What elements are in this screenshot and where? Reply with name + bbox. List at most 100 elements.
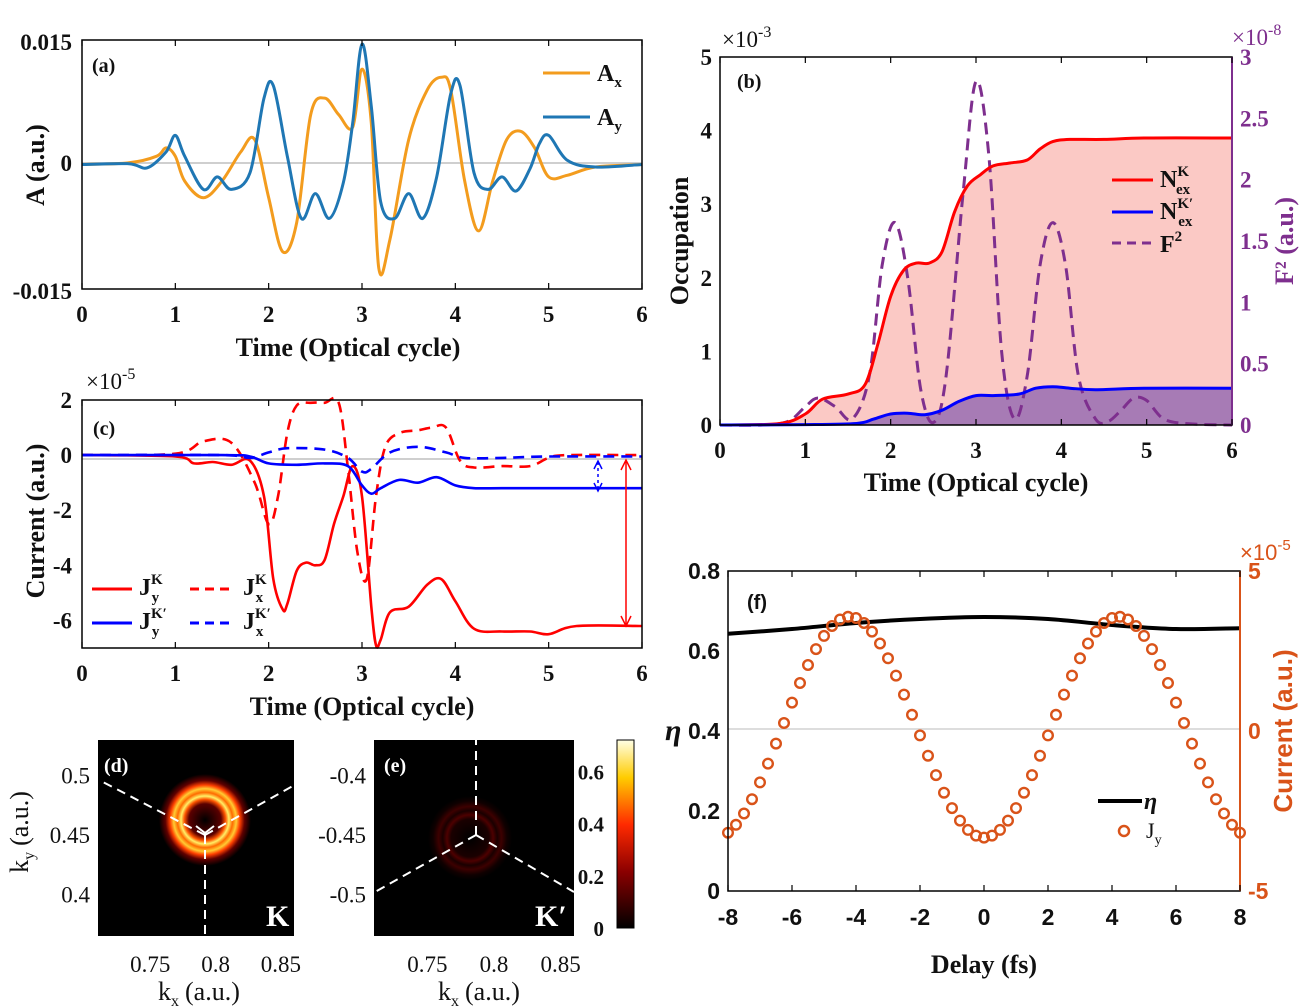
jy-point <box>738 807 751 820</box>
x-tick-label: 8 <box>1234 904 1247 930</box>
y-tick-label: 0.2 <box>688 798 720 824</box>
x-tick-labels: 0.75 0.8 0.85 <box>130 952 301 977</box>
jy-point <box>922 749 935 762</box>
jy-point <box>730 818 743 831</box>
jy-point <box>1185 737 1198 750</box>
jy-point <box>1193 757 1206 770</box>
legend-label-jxk: JK x <box>243 572 267 606</box>
x-tick-label: 2 <box>1042 904 1055 930</box>
y-tick-label: 0.5 <box>61 764 90 789</box>
x-tick-label: 5 <box>543 302 555 327</box>
jy-point <box>954 814 967 827</box>
y-tick-label: 0.45 <box>50 823 90 848</box>
x-tick-label: 0 <box>76 302 88 327</box>
x-tick-labels: 0 1 2 3 4 5 6 <box>76 400 648 686</box>
valley-label: K′ <box>535 900 567 933</box>
legend: NK ex NK′ ex F2 <box>1112 164 1193 258</box>
x-tick-label: 0 <box>76 661 88 686</box>
x-tick-label: -8 <box>718 904 739 930</box>
legend-label-jykp: JK′ y <box>139 606 167 640</box>
y-tick-label: 4 <box>701 119 713 144</box>
panel-label: (e) <box>384 755 406 777</box>
panel-label: (b) <box>737 71 761 93</box>
jy-point <box>1065 669 1078 682</box>
legend-label-jyk: JK y <box>139 572 163 606</box>
x-tick-label: 0.75 <box>407 952 447 977</box>
x-tick-label: 0.8 <box>480 952 509 977</box>
jy-point <box>930 769 943 782</box>
x-tick-label: 4 <box>1106 904 1119 930</box>
x-tick-labels: 0 1 2 3 4 5 6 <box>76 40 648 327</box>
jy-point <box>1129 620 1142 633</box>
y-tick-label: 0.4 <box>688 718 720 744</box>
series-line-jxkp <box>81 445 643 474</box>
legend-label-jy: Jy <box>1146 818 1162 848</box>
x-tick-label: 3 <box>356 661 368 686</box>
legend-label-jxkp: JK′ x <box>243 606 271 640</box>
y-axis-label: A (a.u.) <box>21 124 50 206</box>
jy-point <box>826 620 839 633</box>
jy-point <box>946 802 959 815</box>
y-tick-label: 0 <box>1248 718 1261 744</box>
x-tick-labels: 0 1 2 3 4 5 6 <box>714 57 1238 463</box>
area-nk <box>720 137 1232 425</box>
y-tick-label: -5 <box>1248 878 1269 904</box>
jy-point <box>786 696 799 709</box>
y-tick-label: 2.5 <box>1240 106 1269 131</box>
jy-point <box>818 629 831 642</box>
panel-f: (f) ×10-5 -8 -6 -4 -2 0 2 4 6 8 0 0.2 0.4 0.6 0.8 5 0… <box>665 537 1298 979</box>
jy-point <box>1018 786 1031 799</box>
y-tick-label: 3 <box>1240 45 1252 70</box>
jy-point <box>746 793 759 806</box>
y-right-axis-label: Current (a.u.) <box>1268 649 1298 812</box>
jy-point <box>938 786 951 799</box>
x-tick-label: 4 <box>450 661 462 686</box>
legend-marker-jy <box>1117 824 1131 838</box>
jy-point <box>1057 688 1070 701</box>
series-line-jykp <box>81 453 642 496</box>
x-tick-label: 3 <box>970 438 982 463</box>
x-tick-label: 6 <box>1226 438 1238 463</box>
jy-point <box>898 688 911 701</box>
valley-label: K <box>266 900 290 933</box>
y-tick-label: 0 <box>61 443 73 468</box>
x-axis-label: Time (Optical cycle) <box>236 333 461 362</box>
legend-label-f2: F2 <box>1160 229 1182 258</box>
x-tick-label: 0.8 <box>201 952 230 977</box>
y-tick-label: -0.4 <box>330 764 367 789</box>
series-line-nk <box>719 136 1233 427</box>
jy-point <box>1201 776 1214 789</box>
x-tick-label: 4 <box>450 302 462 327</box>
series-areas-and-lines <box>719 79 1233 427</box>
y-tick-label: 0.5 <box>1240 352 1269 377</box>
jy-point <box>1209 793 1222 806</box>
x-tick-label: -2 <box>910 904 930 930</box>
legend: JK y JK x JK′ y JK′ x <box>92 572 271 640</box>
jy-point <box>1002 814 1015 827</box>
series-line-eta <box>727 614 1241 636</box>
x-axis-label: Time (Optical cycle) <box>864 468 1089 497</box>
x-tick-label: 6 <box>636 302 648 327</box>
panel-a: (a) Ax Ay 0 1 2 3 4 5 6 0.015 0 -0.015 Time (O… <box>13 30 648 362</box>
y-tick-label: -4 <box>53 553 73 578</box>
y-axis-label: η <box>665 714 681 747</box>
jy-point <box>1025 769 1038 782</box>
panel-label: (a) <box>92 55 115 77</box>
arrow-red-head-top <box>620 458 632 471</box>
y-tick-label: 1 <box>701 339 713 364</box>
panel-label: (f) <box>747 592 767 614</box>
x-tick-label: 5 <box>1141 438 1153 463</box>
x-tick-label: -6 <box>782 904 802 930</box>
x-tick-label: 2 <box>263 661 275 686</box>
jy-point <box>842 610 855 623</box>
x-tick-label: 4 <box>1056 438 1068 463</box>
distribution-rings <box>159 774 251 866</box>
jy-point <box>994 823 1007 836</box>
y-tick-label: 0 <box>61 151 73 176</box>
x-axis-label: Time (Optical cycle) <box>250 692 475 721</box>
jy-point <box>1217 807 1230 820</box>
legend-label-nkp: NK′ ex <box>1160 196 1193 230</box>
arrow-blue-head-top <box>593 459 603 470</box>
jy-point <box>1073 652 1086 665</box>
